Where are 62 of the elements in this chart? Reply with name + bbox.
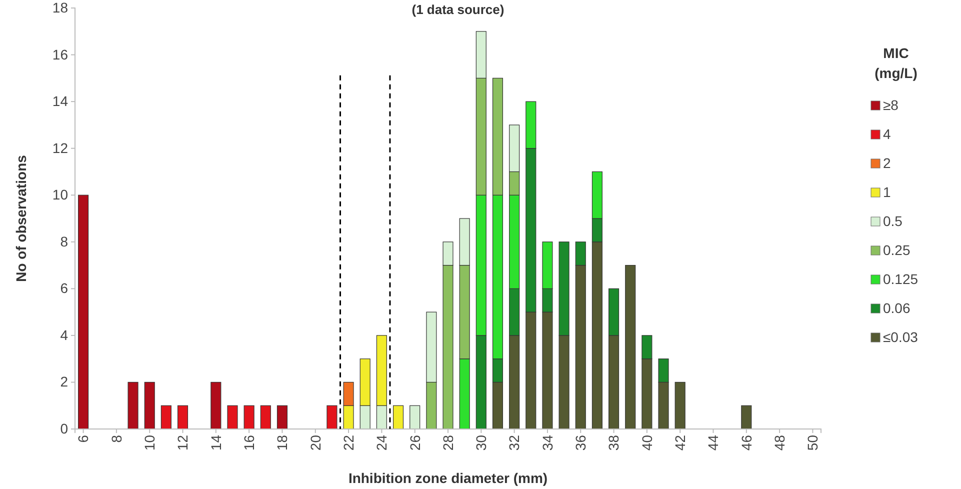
- bar: [260, 405, 271, 430]
- x-tick-label: 50: [804, 434, 821, 451]
- bar: [144, 382, 155, 430]
- bar: [674, 382, 686, 430]
- bar: [410, 405, 420, 430]
- y-tick-label: 18: [52, 0, 68, 16]
- bar: [625, 264, 636, 430]
- x-tick-label: 6: [75, 434, 92, 443]
- y-tick-label: 6: [60, 280, 68, 296]
- x-tick-label: 24: [374, 434, 390, 451]
- legend-label: 4: [883, 126, 891, 142]
- x-tick-label: 8: [108, 434, 124, 443]
- legend-label: 0.5: [883, 213, 903, 229]
- x-tick-label: 30: [473, 434, 490, 451]
- x-tick-label: 22: [340, 434, 356, 451]
- x-tick-label: 26: [406, 434, 423, 451]
- x-tick-label: 34: [539, 434, 556, 451]
- legend-title: MIC (mg/L): [874, 45, 918, 81]
- x-tick-label: 38: [606, 434, 622, 451]
- y-tick-label: 14: [52, 93, 68, 110]
- y-tick-label: 0: [60, 420, 68, 436]
- legend-label: 2: [883, 155, 891, 171]
- y-tick-label: 8: [60, 233, 68, 250]
- x-axis-title: Inhibition zone diameter (mm): [348, 470, 548, 486]
- legend-label: ≤0.03: [883, 329, 918, 345]
- x-tick-label: 48: [771, 434, 788, 451]
- y-tick-label: 10: [52, 186, 68, 203]
- bar: [244, 405, 254, 430]
- x-tick-label: 18: [274, 434, 290, 451]
- legend-label: 0.25: [883, 242, 910, 258]
- x-tick-label: 42: [672, 434, 688, 451]
- x-tick-label: 12: [174, 434, 191, 451]
- legend-label: 0.125: [883, 271, 918, 287]
- bar: [128, 382, 138, 430]
- y-axis-title: No of observations: [13, 154, 29, 282]
- bar: [160, 405, 172, 430]
- x-tick-label: 44: [705, 434, 722, 451]
- legend-label: 0.06: [883, 300, 910, 316]
- x-tick-label: 46: [738, 434, 754, 451]
- chart-title: (1 data source): [412, 2, 504, 17]
- bar: [392, 405, 404, 430]
- bar: [326, 405, 338, 430]
- bar: [177, 405, 188, 430]
- bar: [276, 405, 288, 430]
- x-tick-label: 28: [440, 434, 456, 451]
- bar: [227, 405, 238, 430]
- y-tick-label: 2: [60, 374, 68, 390]
- x-tick-label: 14: [208, 434, 224, 451]
- legend-label: ≥8: [883, 97, 899, 113]
- y-tick-label: 4: [60, 326, 68, 343]
- x-tick-label: 16: [240, 434, 257, 451]
- legend-label: 1: [883, 184, 891, 200]
- x-tick-label: 10: [142, 434, 158, 451]
- x-tick-label: 40: [638, 434, 655, 451]
- y-tick-label: 12: [52, 140, 68, 156]
- bar: [741, 405, 752, 430]
- x-tick-label: 20: [307, 434, 324, 451]
- x-tick-label: 32: [506, 434, 522, 451]
- x-tick-label: 36: [572, 434, 589, 451]
- bar: [78, 194, 89, 430]
- bar: [210, 382, 222, 430]
- y-tick-label: 16: [52, 46, 68, 62]
